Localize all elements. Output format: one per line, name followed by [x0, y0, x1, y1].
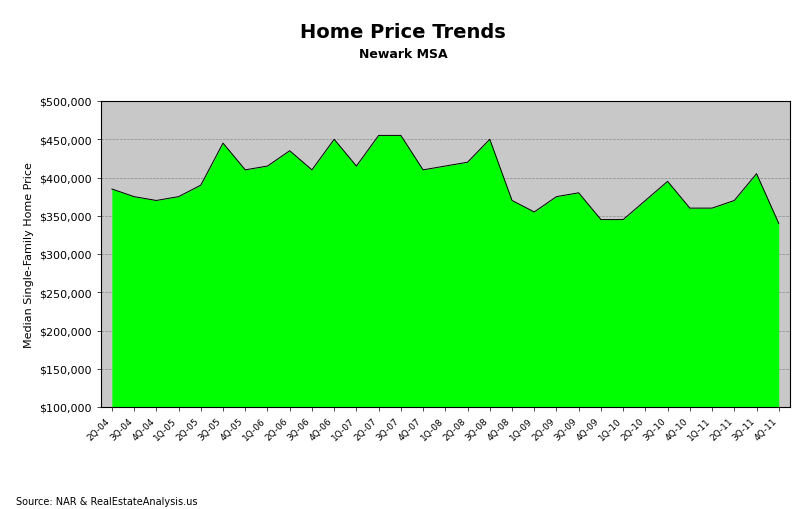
Text: Newark MSA: Newark MSA: [359, 48, 447, 61]
Y-axis label: Median Single-Family Home Price: Median Single-Family Home Price: [23, 162, 34, 347]
Text: Source: NAR & RealEstateAnalysis.us: Source: NAR & RealEstateAnalysis.us: [16, 496, 197, 506]
Text: Home Price Trends: Home Price Trends: [300, 23, 506, 42]
